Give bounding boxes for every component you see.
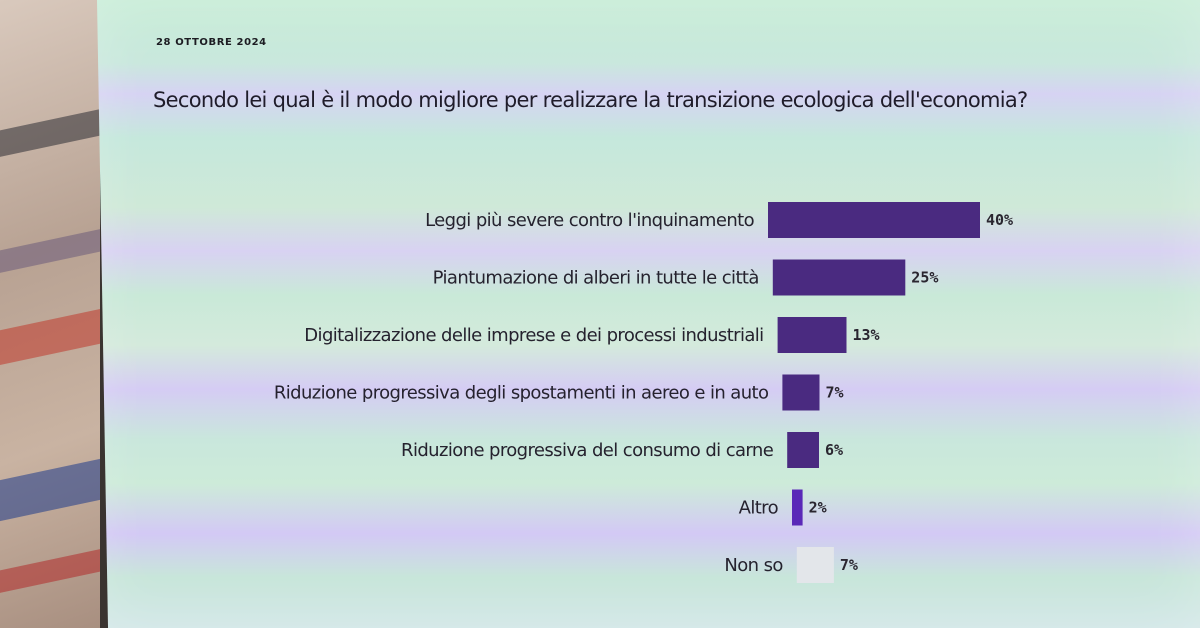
- bar: [782, 374, 820, 411]
- bar: [792, 489, 803, 526]
- value-label: 13%: [853, 326, 880, 344]
- value-label: 6%: [825, 441, 843, 459]
- value-label: 25%: [911, 269, 938, 287]
- slide-date: 28 OTTOBRE 2024: [156, 37, 267, 48]
- chart-title: Secondo lei qual è il modo migliore per …: [153, 88, 1028, 112]
- background-newspaper-wall: [0, 0, 100, 628]
- bar: [777, 317, 847, 353]
- bar: [768, 202, 980, 238]
- bar: [796, 547, 834, 583]
- bar: [772, 259, 906, 296]
- category-label: Altro: [739, 498, 779, 519]
- projection-screen: [97, 0, 1200, 628]
- value-label: 2%: [809, 499, 827, 517]
- value-label: 7%: [826, 384, 844, 402]
- category-label: Leggi più severe contro l'inquinamento: [425, 210, 755, 231]
- category-label: Non so: [724, 555, 783, 576]
- category-label: Digitalizzazione delle imprese e dei pro…: [304, 325, 763, 346]
- category-label: Riduzione progressiva degli spostamenti …: [274, 383, 769, 404]
- category-label: Piantumazione di alberi in tutte le citt…: [433, 268, 759, 289]
- value-label: 40%: [986, 211, 1013, 229]
- value-label: 7%: [840, 556, 858, 574]
- category-label: Riduzione progressiva del consumo di car…: [401, 440, 774, 461]
- bar: [787, 432, 819, 468]
